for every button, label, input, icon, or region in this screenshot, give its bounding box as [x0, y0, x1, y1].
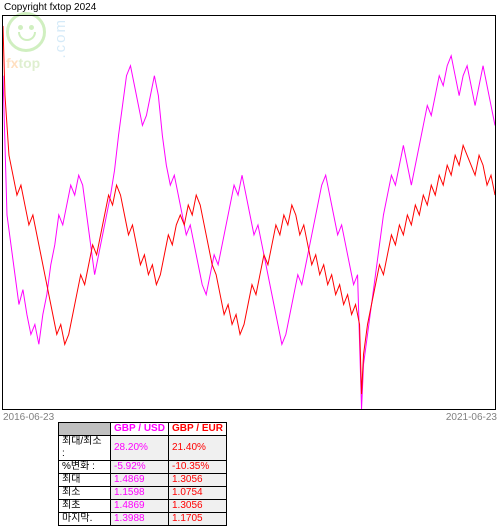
table-row: 최초 1.4869 1.3056: [59, 500, 227, 513]
exchange-rate-chart: [2, 15, 496, 410]
cell-gbpusd: 1.1598: [111, 487, 169, 500]
table-row: 최대/최소 : 28.20% 21.40%: [59, 436, 227, 461]
cell-gbpusd: 28.20%: [111, 436, 169, 461]
table-row: 최소 1.1598 1.0754: [59, 487, 227, 500]
copyright-text: Copyright fxtop 2024: [4, 2, 96, 13]
cell-gbpeur: 21.40%: [169, 436, 227, 461]
cell-gbpeur: -10.35%: [169, 461, 227, 474]
row-label: %변화 :: [59, 461, 111, 474]
x-axis-start-date: 2016-06-23: [3, 412, 54, 423]
table-header-row: GBP / USD GBP / EUR: [59, 423, 227, 436]
cell-gbpeur: 1.3056: [169, 500, 227, 513]
cell-gbpeur: 1.3056: [169, 474, 227, 487]
cell-gbpeur: 1.0754: [169, 487, 227, 500]
x-axis-end-date: 2021-06-23: [446, 412, 497, 423]
row-label: 최초: [59, 500, 111, 513]
cell-gbpusd: -5.92%: [111, 461, 169, 474]
table-corner: [59, 423, 111, 436]
statistics-table: GBP / USD GBP / EUR 최대/최소 : 28.20% 21.40…: [58, 422, 227, 526]
table-header-gbpeur: GBP / EUR: [169, 423, 227, 436]
cell-gbpusd: 1.4869: [111, 500, 169, 513]
cell-gbpusd: 1.4869: [111, 474, 169, 487]
table-row: %변화 : -5.92% -10.35%: [59, 461, 227, 474]
row-label: 마지막.: [59, 513, 111, 526]
table-row: 최대 1.4869 1.3056: [59, 474, 227, 487]
table-row: 마지막. 1.3988 1.1705: [59, 513, 227, 526]
row-label: 최소: [59, 487, 111, 500]
chart-svg: [3, 16, 495, 409]
cell-gbpusd: 1.3988: [111, 513, 169, 526]
series-gbpusd: [3, 56, 495, 409]
cell-gbpeur: 1.1705: [169, 513, 227, 526]
table-header-gbpusd: GBP / USD: [111, 423, 169, 436]
row-label: 최대/최소 :: [59, 436, 111, 461]
row-label: 최대: [59, 474, 111, 487]
